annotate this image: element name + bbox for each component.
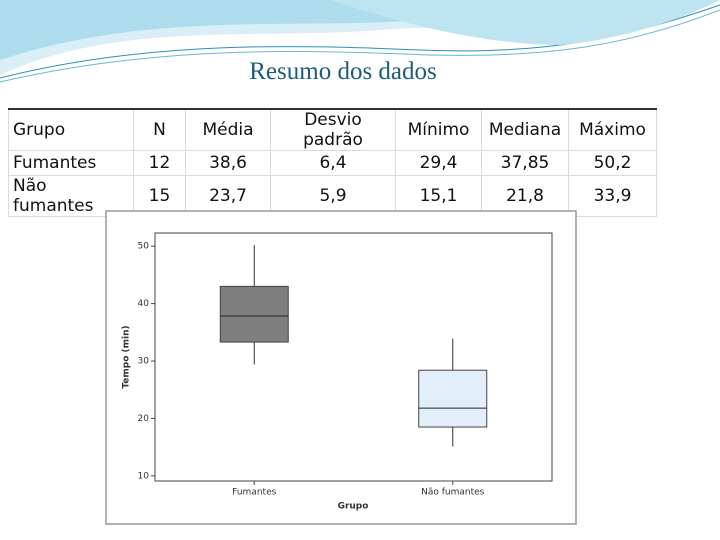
table-cell: Média bbox=[185, 108, 271, 151]
y-tick-label: 10 bbox=[138, 471, 150, 481]
summary-table: Grupo N Média Desvio padrão Mínimo Mediana Máx… bbox=[8, 108, 657, 217]
slide-title: Resumo dos dados bbox=[249, 58, 437, 85]
y-axis-label: Tempo (min) bbox=[122, 325, 132, 388]
table-cell: Máximo bbox=[568, 108, 657, 151]
box bbox=[219, 285, 289, 343]
header-waves bbox=[0, 0, 720, 83]
y-tick-label: 50 bbox=[138, 242, 150, 252]
table-cell: Mínimo bbox=[395, 108, 482, 151]
table-cell: 23,7 bbox=[185, 175, 271, 217]
table-row: Grupo N Média Desvio padrão Mínimo Mediana Máx… bbox=[8, 108, 657, 151]
table-cell: 33,9 bbox=[568, 175, 657, 217]
table-cell: Fumantes bbox=[8, 150, 134, 176]
box bbox=[418, 369, 488, 428]
y-tick-label: 40 bbox=[138, 299, 150, 309]
x-axis-label: Grupo bbox=[338, 502, 369, 512]
x-tick-label: Fumantes bbox=[232, 488, 276, 498]
table-row: Não fumantes 15 23,7 5,9 15,1 21,8 33,9 bbox=[8, 175, 657, 217]
table-cell: Não fumantes bbox=[8, 175, 134, 217]
x-tick-label: Não fumantes bbox=[421, 488, 485, 498]
table-cell: Desvio padrão bbox=[270, 108, 396, 151]
table-cell: N bbox=[133, 108, 186, 151]
table-cell: 21,8 bbox=[481, 175, 569, 217]
table-cell: 15 bbox=[133, 175, 186, 217]
plot-area bbox=[154, 232, 553, 482]
table-cell: Mediana bbox=[481, 108, 569, 151]
table-cell: 12 bbox=[133, 150, 186, 176]
y-tick-label: 30 bbox=[138, 357, 150, 367]
table-cell: 37,85 bbox=[481, 150, 569, 176]
y-tick-label: 20 bbox=[138, 414, 150, 424]
table-cell: 5,9 bbox=[270, 175, 396, 217]
table-cell: Grupo bbox=[8, 108, 134, 151]
table-cell: 29,4 bbox=[395, 150, 482, 176]
